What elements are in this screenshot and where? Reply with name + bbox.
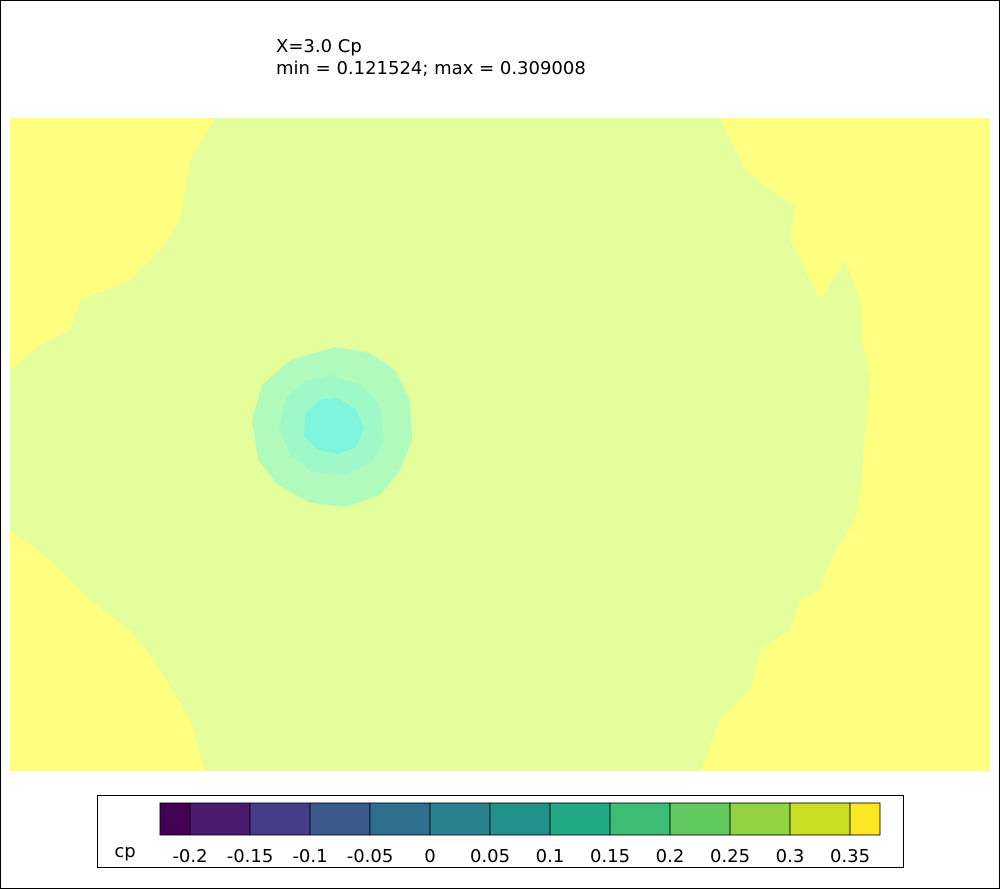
colorbar-segment [309,802,371,836]
colorbar-segment [729,802,791,836]
colorbar-tick-label: 0.35 [830,846,870,867]
colorbar-tick-label: 0.15 [590,846,630,867]
colorbar-tick-label: 0.3 [776,846,805,867]
chart-subtitle: min = 0.121524; max = 0.309008 [276,58,586,79]
colorbar-segment [849,802,881,836]
contour-region [10,118,870,771]
colorbar-segment [549,802,611,836]
colorbar-segment [489,802,551,836]
chart-title: X=3.0 Cp [276,36,362,57]
colorbar-segment [789,802,851,836]
colorbar-segment [669,802,731,836]
colorbar-label: cp [114,841,135,862]
colorbar-segment [159,802,191,836]
colorbar-tick-label: 0.1 [536,846,565,867]
colorbar-segment [189,802,251,836]
colorbar-tick-label: -0.1 [292,846,327,867]
colorbar-tick-label: 0.2 [656,846,685,867]
colorbar-segment [249,802,311,836]
colorbar-segment [429,802,491,836]
colorbar-tick-label: -0.2 [172,846,207,867]
colorbar-tick-label: -0.05 [347,846,394,867]
colorbar-tick-label: 0.05 [470,846,510,867]
colorbar-segment [609,802,671,836]
colorbar-tick-label: 0.25 [710,846,750,867]
colorbar-segment [369,802,431,836]
contour-region [304,398,364,454]
contour-plot [10,118,990,771]
colorbar-tick-label: -0.15 [227,846,274,867]
colorbar-tick-label: 0 [424,846,435,867]
